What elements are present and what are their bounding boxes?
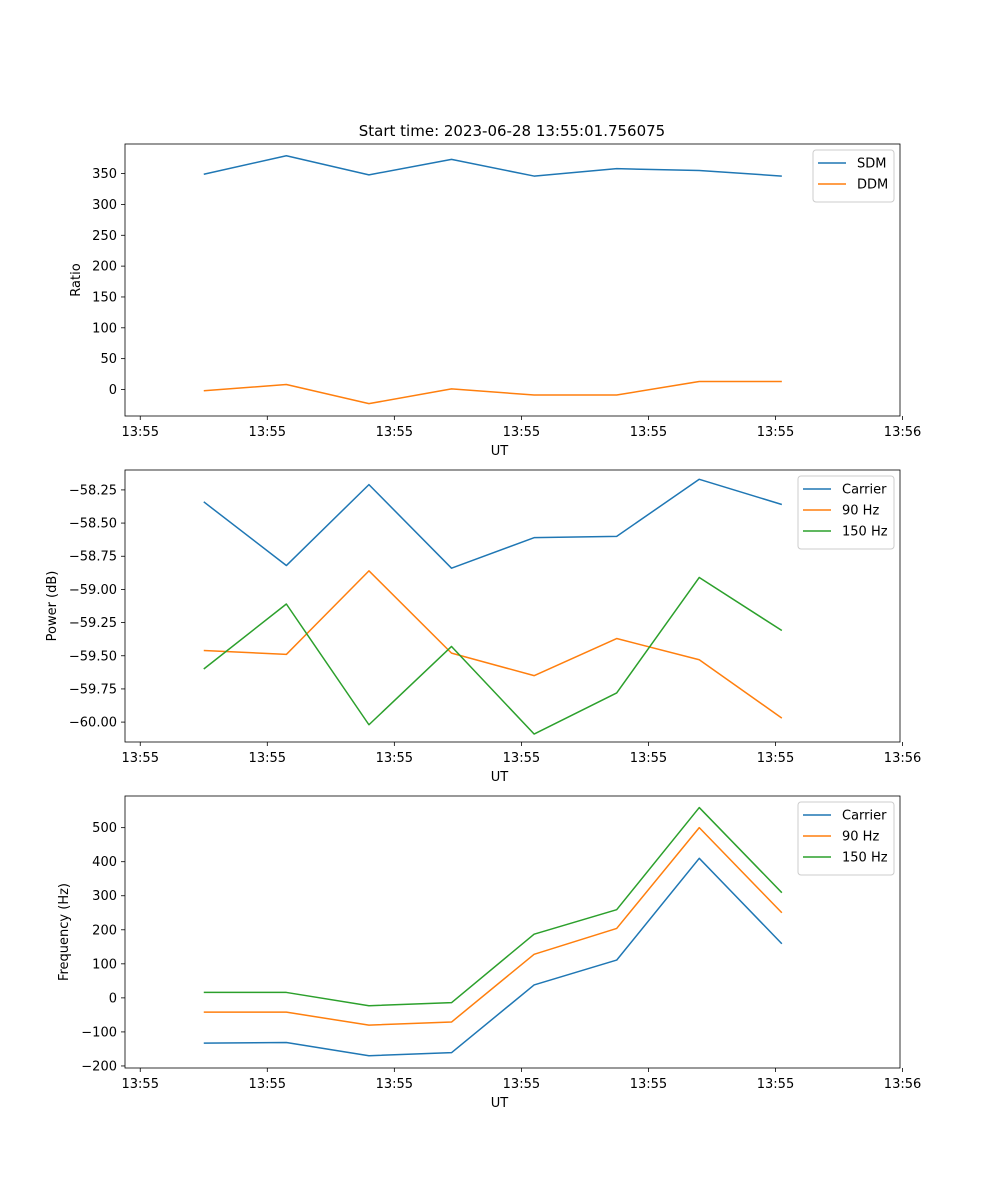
x-axis-label: UT	[491, 1096, 509, 1111]
y-tick-label: 50	[100, 352, 117, 367]
y-tick-label: 500	[92, 821, 117, 836]
legend-label: 90 Hz	[842, 504, 879, 519]
y-tick-label: −59.00	[69, 583, 117, 598]
y-tick-label: 300	[92, 889, 117, 904]
chart-panel-3: 13:55 13:55 13:55 13:55 13:55 13:55 13:56 −200 −…	[57, 795, 921, 1111]
x-tick-label: 13:56	[884, 1077, 921, 1092]
y-tick-label: 0	[109, 383, 117, 398]
y-tick-label: 350	[92, 167, 117, 182]
y-axis-label: Frequency (Hz)	[57, 883, 72, 981]
x-tick-label: 13:56	[884, 751, 921, 766]
x-tick-label: 13:55	[376, 751, 413, 766]
x-tick-label: 13:55	[122, 1077, 159, 1092]
legend: Carrier 90 Hz 150 Hz	[797, 801, 895, 876]
axes-frame	[124, 143, 901, 417]
legend-label: Carrier	[842, 483, 887, 498]
series-line-150-hz	[203, 576, 783, 735]
series-line-carrier	[203, 857, 783, 1057]
x-tick-label: 13:55	[249, 1077, 286, 1092]
y-axis-label: Power (dB)	[45, 571, 60, 642]
x-tick-label: 13:55	[122, 425, 159, 440]
y-tick-label: 250	[92, 229, 117, 244]
legend-label: Carrier	[842, 809, 887, 824]
x-tick-label: 13:55	[249, 751, 286, 766]
y-tick-label: 200	[92, 923, 117, 938]
series-line-150-hz	[203, 806, 783, 1007]
x-axis-label: UT	[491, 770, 509, 785]
x-tick-label: 13:55	[503, 425, 540, 440]
x-tick-label: 13:55	[503, 1077, 540, 1092]
series-line-90-hz	[203, 826, 783, 1026]
y-tick-label: −60.00	[69, 716, 117, 731]
y-tick-label: 100	[92, 321, 117, 336]
x-tick-label: 13:55	[757, 425, 794, 440]
chart-panel-2: 13:55 13:55 13:55 13:55 13:55 13:55 13:56 −60.0…	[45, 469, 921, 785]
legend-label: 90 Hz	[842, 830, 879, 845]
y-tick-label: 300	[92, 198, 117, 213]
y-tick-label: −58.50	[69, 517, 117, 532]
y-tick-label: −59.50	[69, 649, 117, 664]
y-tick-label: −100	[81, 1025, 117, 1040]
x-tick-label: 13:55	[376, 1077, 413, 1092]
x-tick-label: 13:55	[249, 425, 286, 440]
y-tick-label: 200	[92, 260, 117, 275]
chart-panel-1: 13:55 13:55 13:55 13:55 13:55 13:55 13:56 0 50 10…	[69, 143, 921, 459]
x-tick-label: 13:56	[884, 425, 921, 440]
y-tick-label: −200	[81, 1059, 117, 1074]
series-line-sdm	[203, 154, 782, 177]
legend-label: 150 Hz	[842, 525, 888, 540]
figure-title: Start time: 2023-06-28 13:55:01.756075	[359, 122, 665, 140]
legend: SDM DDM	[812, 149, 895, 203]
y-tick-label: 150	[92, 290, 117, 305]
y-tick-label: 400	[92, 855, 117, 870]
series-line-carrier	[203, 478, 783, 569]
x-tick-label: 13:55	[376, 425, 413, 440]
y-tick-label: 100	[92, 957, 117, 972]
x-tick-label: 13:55	[757, 751, 794, 766]
series-line-ddm	[203, 380, 782, 405]
y-tick-label: −58.75	[69, 550, 117, 565]
x-tick-label: 13:55	[630, 425, 667, 440]
legend-label: DDM	[857, 178, 888, 193]
series-line-90-hz	[203, 570, 783, 719]
legend-label: 150 Hz	[842, 851, 888, 866]
x-tick-label: 13:55	[503, 751, 540, 766]
y-tick-label: −59.25	[69, 616, 117, 631]
x-tick-label: 13:55	[630, 1077, 667, 1092]
y-tick-label: 0	[109, 991, 117, 1006]
x-axis-label: UT	[491, 444, 509, 459]
x-tick-label: 13:55	[122, 751, 159, 766]
y-tick-label: −59.75	[69, 682, 117, 697]
y-tick-label: −58.25	[69, 483, 117, 498]
x-tick-label: 13:55	[630, 751, 667, 766]
axes-frame	[124, 469, 901, 743]
legend: Carrier 90 Hz 150 Hz	[797, 475, 895, 550]
x-tick-label: 13:55	[757, 1077, 794, 1092]
y-axis-label: Ratio	[69, 263, 84, 296]
legend-label: SDM	[857, 157, 886, 172]
axes-frame	[124, 795, 901, 1069]
